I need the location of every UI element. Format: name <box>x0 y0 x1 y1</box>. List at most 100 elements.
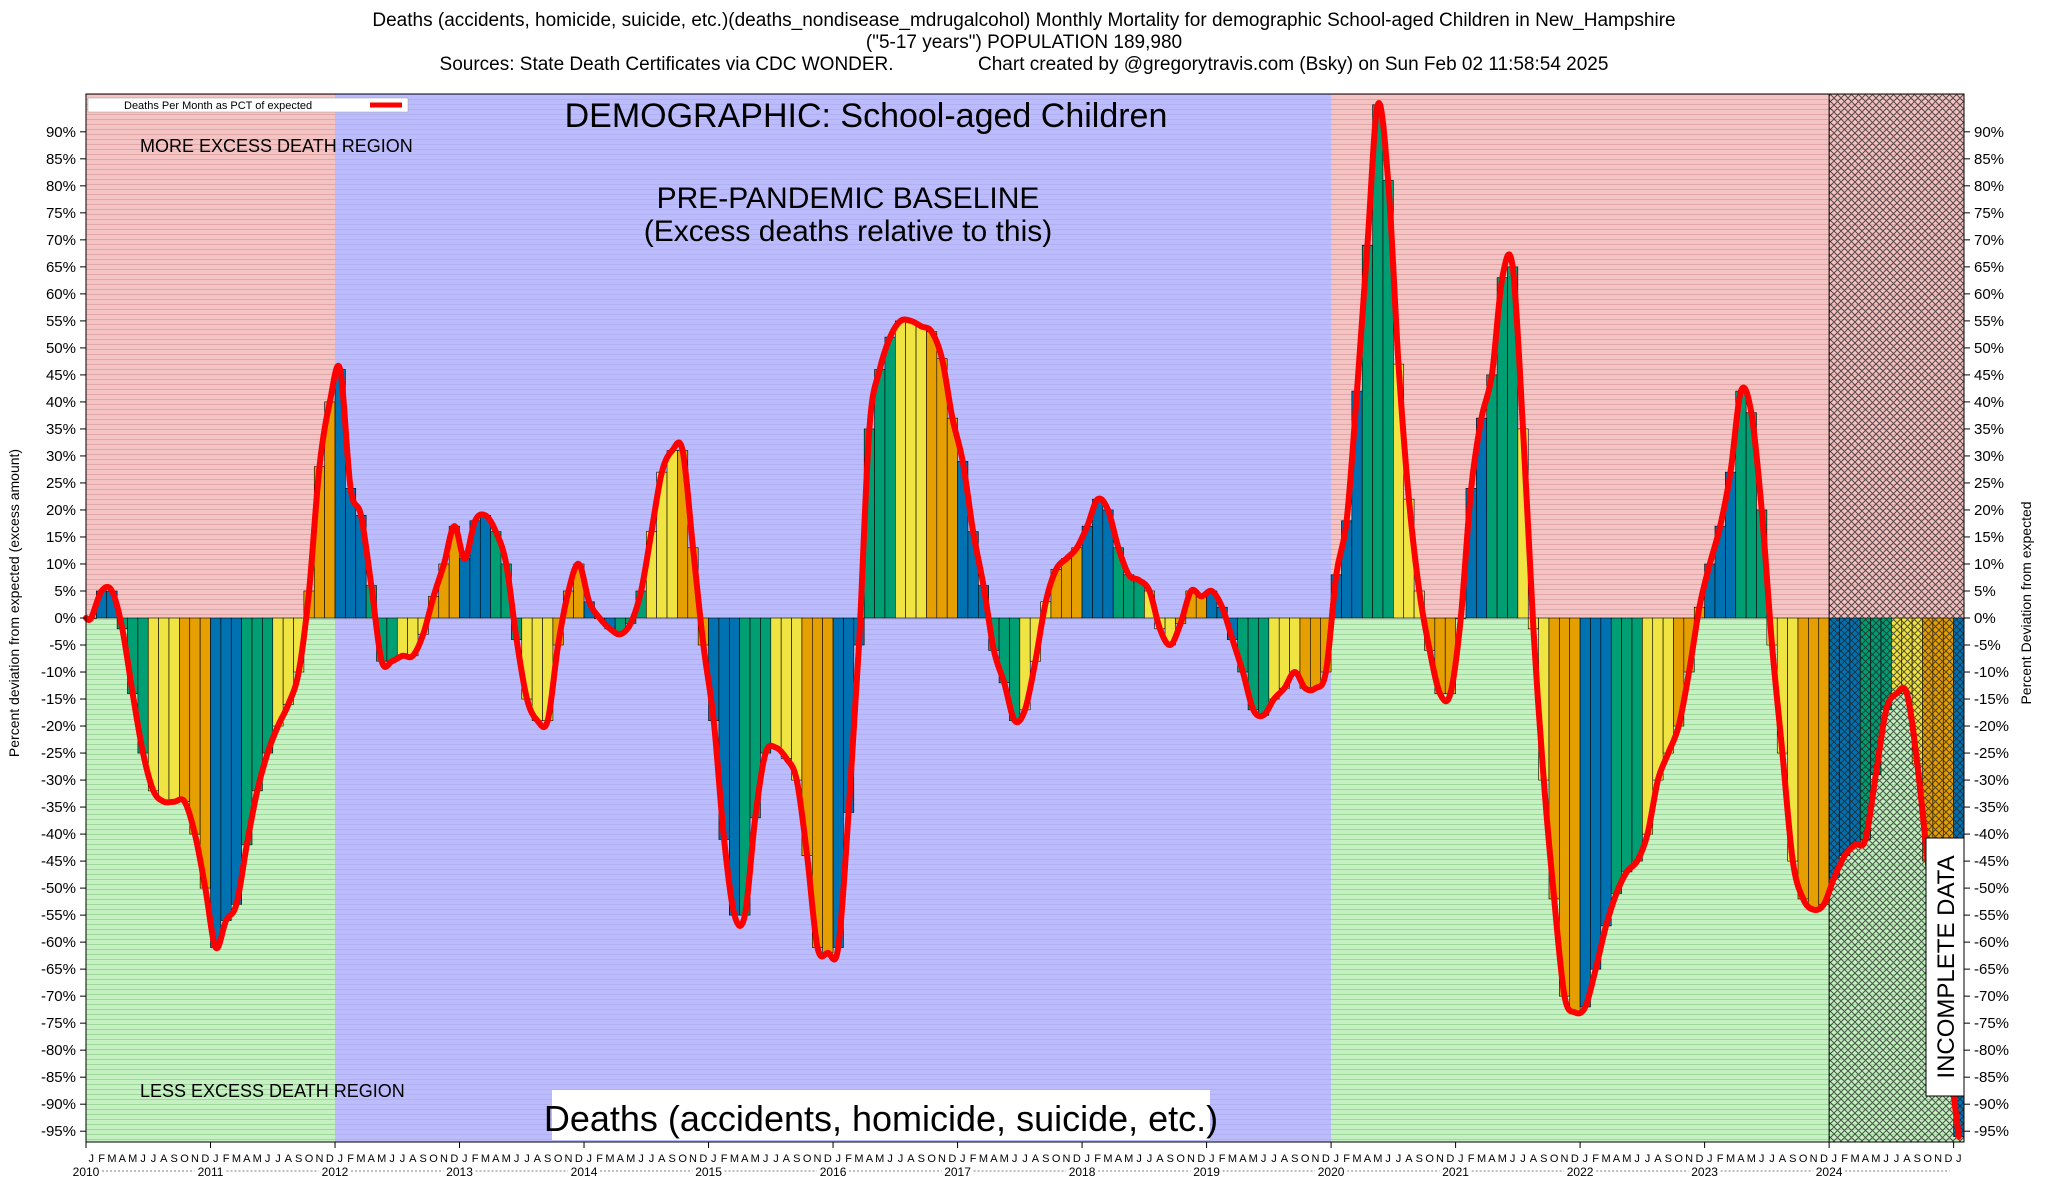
x-month-label: J <box>586 1153 592 1165</box>
y-tick-label-left: -55% <box>41 907 76 924</box>
bar-114 <box>1268 617 1280 700</box>
x-month-label: M <box>854 1153 863 1165</box>
bar-113 <box>1258 617 1270 716</box>
x-month-label: F <box>347 1153 354 1165</box>
x-month-label: J <box>1334 1153 1340 1165</box>
y-tick-label-left: 90% <box>46 124 76 141</box>
x-month-label: J <box>265 1153 271 1165</box>
x-month-label: O <box>1674 1153 1683 1165</box>
x-month-label: J <box>1458 1153 1464 1165</box>
bar-79 <box>905 320 917 619</box>
y-tick-label-left: -95% <box>41 1123 76 1140</box>
x-month-label: M <box>751 1153 760 1165</box>
bar-97 <box>1092 498 1104 619</box>
x-month-label: J <box>887 1153 893 1165</box>
y-tick-label-left: 0% <box>54 610 76 627</box>
x-month-label: D <box>1820 1153 1828 1165</box>
x-month-label: J <box>960 1153 966 1165</box>
y-tick-label-right: -85% <box>1974 1069 2009 1086</box>
x-month-label: M <box>356 1153 365 1165</box>
x-month-label: J <box>462 1153 468 1165</box>
x-month-label: N <box>191 1153 199 1165</box>
y-axis-label-left: Percent deviation from expected (excess … <box>6 449 22 757</box>
y-tick-label-right: 30% <box>1974 448 2004 465</box>
trend-line <box>83 100 1962 1140</box>
x-month-label: M <box>481 1153 490 1165</box>
bar-76 <box>874 369 886 619</box>
x-year-label-bg <box>1564 1164 1597 1178</box>
y-tick-label-right: 70% <box>1974 232 2004 249</box>
bar-166 <box>1808 617 1820 911</box>
x-month-label: J <box>1385 1153 1391 1165</box>
x-month-label: F <box>1717 1153 1724 1165</box>
x-month-label: A <box>1903 1153 1911 1165</box>
x-month-label: O <box>1799 1153 1808 1165</box>
bar-56 <box>666 450 678 619</box>
x-month-label: F <box>1343 1153 1350 1165</box>
x-month-label: S <box>1540 1153 1547 1165</box>
y-tick-label-right: 50% <box>1974 340 2004 357</box>
x-year-label: 2021 <box>1442 1165 1469 1179</box>
x-year-label: 2011 <box>198 1165 224 1179</box>
x-month-label: O <box>1550 1153 1559 1165</box>
x-month-label: F <box>1841 1153 1848 1165</box>
x-month-label: A <box>409 1153 417 1165</box>
x-month-label: A <box>1530 1153 1538 1165</box>
y-tick-label-left: -50% <box>41 880 76 897</box>
x-month-label: A <box>1613 1153 1621 1165</box>
y-tick-label-right: 20% <box>1974 502 2004 519</box>
bar-78 <box>895 320 906 619</box>
y-tick-label-left: -10% <box>41 664 76 681</box>
y-tick-label-right: -60% <box>1974 934 2009 951</box>
x-year-label-bg <box>692 1164 725 1178</box>
x-month-label: N <box>814 1153 822 1165</box>
bar-14 <box>230 617 242 905</box>
x-month-label: J <box>1271 1153 1277 1165</box>
x-month-label: J <box>711 1153 717 1165</box>
y-tick-label-right: 5% <box>1974 583 1996 600</box>
y-tick-label-right: -5% <box>1974 637 2001 654</box>
chart-header-line-2: ("5-17 years") POPULATION 189,980 <box>865 32 1183 53</box>
bar-118 <box>1310 617 1322 689</box>
bar-10 <box>189 617 201 835</box>
x-month-label: A <box>119 1153 127 1165</box>
x-month-label: O <box>927 1153 936 1165</box>
x-month-label: J <box>140 1153 146 1165</box>
bar-94 <box>1061 558 1072 619</box>
legend: Deaths Per Month as PCT of expected <box>87 97 409 113</box>
bar-29 <box>386 617 398 662</box>
y-tick-label-right: -40% <box>1974 826 2009 843</box>
x-year-label-bg <box>1439 1164 1472 1178</box>
bar-43 <box>531 617 543 721</box>
x-month-label: N <box>1187 1153 1195 1165</box>
bar-67 <box>780 617 792 759</box>
x-year-label-bg <box>319 1164 352 1178</box>
x-month-label: F <box>1219 1153 1226 1165</box>
y-tick-label-left: 15% <box>46 529 76 546</box>
incomplete-data-label: INCOMPLETE DATA <box>1933 855 1960 1078</box>
incomplete-label-box <box>1925 837 1965 1097</box>
x-month-label: J <box>1520 1153 1526 1165</box>
x-month-label: A <box>1737 1153 1745 1165</box>
x-month-label: M <box>1850 1153 1859 1165</box>
y-tick-label-left: -15% <box>41 691 76 708</box>
x-month-label: J <box>1759 1153 1765 1165</box>
x-month-label: J <box>1261 1153 1267 1165</box>
x-month-label: J <box>649 1153 655 1165</box>
x-month-label: M <box>1747 1153 1756 1165</box>
x-month-label: J <box>337 1153 343 1165</box>
x-month-label: N <box>1312 1153 1320 1165</box>
y-tick-label-right: 15% <box>1974 529 2004 546</box>
x-month-label: M <box>1228 1153 1237 1165</box>
x-year-label: 2023 <box>1691 1165 1718 1179</box>
bar-17 <box>262 617 274 754</box>
x-month-label: M <box>626 1153 635 1165</box>
bar-116 <box>1289 617 1301 673</box>
x-month-label: J <box>1894 1153 1900 1165</box>
y-tick-label-left: -70% <box>41 988 76 1005</box>
x-month-label: J <box>1832 1153 1838 1165</box>
y-tick-label-left: -35% <box>41 799 76 816</box>
x-month-label: F <box>596 1153 603 1165</box>
x-month-label: J <box>514 1153 520 1165</box>
x-month-label: D <box>201 1153 209 1165</box>
